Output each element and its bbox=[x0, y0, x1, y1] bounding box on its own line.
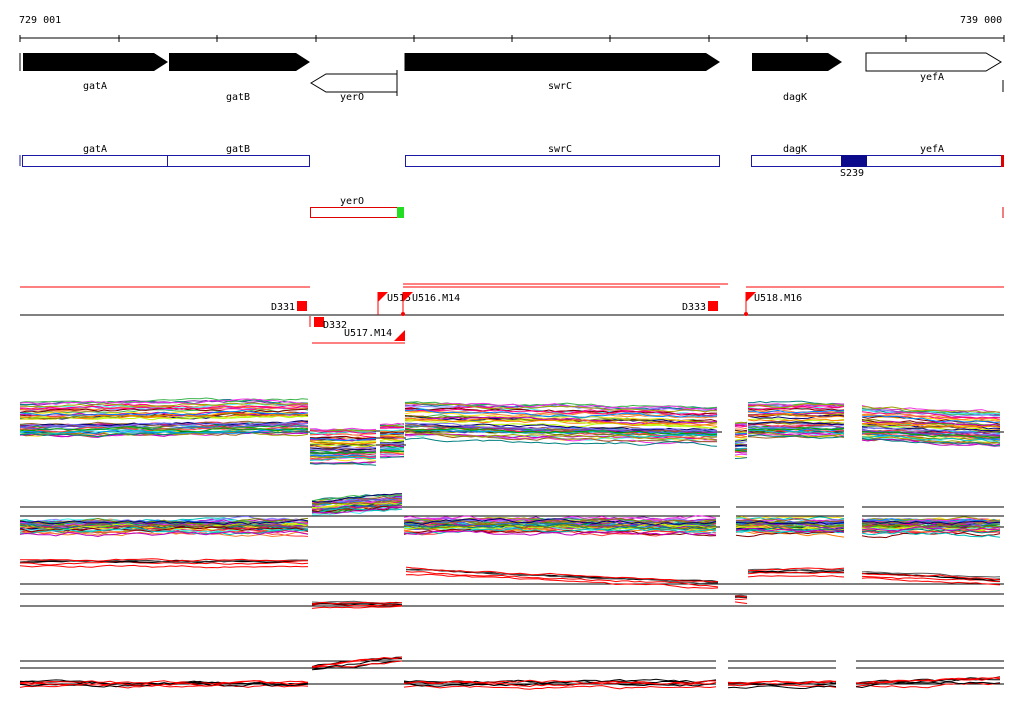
expression-track-1 bbox=[19, 397, 1004, 466]
annotation-label: gatB bbox=[226, 144, 250, 155]
minus-annotation-track: yerO bbox=[310, 196, 1004, 218]
gene-dagK[interactable]: dagK bbox=[752, 53, 842, 103]
gene-label: dagK bbox=[783, 92, 807, 103]
gene-label: gatB bbox=[226, 92, 250, 103]
ruler-end-label: 739 000 bbox=[960, 15, 1002, 26]
ruler-ticks bbox=[19, 35, 1005, 42]
annotation-label: dagK bbox=[783, 144, 807, 155]
expression-track-3 bbox=[19, 558, 1004, 609]
gene-gatB[interactable]: gatB bbox=[169, 53, 310, 103]
annotation-gatA[interactable] bbox=[22, 155, 168, 167]
segment-label-U515: U515 bbox=[387, 293, 411, 304]
segment-label-D331: D331 bbox=[271, 302, 295, 313]
gene-gatA[interactable]: gatA bbox=[19, 53, 168, 92]
annotation-gatB[interactable] bbox=[167, 155, 310, 167]
gene-yerO[interactable]: yerO bbox=[310, 70, 398, 103]
annotation-swrC[interactable] bbox=[405, 155, 720, 167]
annotation-label: gatA bbox=[83, 144, 107, 155]
annotation-end-marker bbox=[1001, 155, 1004, 167]
ruler: 729 001 739 000 bbox=[19, 15, 1005, 42]
gene-label: gatA bbox=[83, 81, 107, 92]
segment-track: D331 D332 U517.M14 U515 U516.M14 D333 U5… bbox=[20, 283, 1004, 344]
ruler-start-label: 729 001 bbox=[19, 15, 61, 26]
segment-label-D333: D333 bbox=[682, 302, 706, 313]
expression-track-2 bbox=[19, 493, 1004, 539]
expression-track-4 bbox=[19, 656, 1004, 690]
gene-swrC[interactable]: swrC bbox=[404, 53, 720, 92]
expression-tracks bbox=[19, 397, 1004, 690]
site-label: S239 bbox=[840, 168, 864, 179]
annotation-green-marker bbox=[397, 207, 404, 218]
annotation-label: yerO bbox=[340, 196, 364, 207]
annotation-track: gatA gatB swrC dagK yefA S239 bbox=[19, 144, 1004, 179]
gene-yefA[interactable]: yefA bbox=[865, 52, 1004, 92]
gene-label: swrC bbox=[548, 81, 572, 92]
annotation-yerO[interactable] bbox=[310, 207, 398, 218]
annotation-label: swrC bbox=[548, 144, 572, 155]
site-S239-box[interactable] bbox=[841, 155, 867, 167]
annotation-dagK-yefA[interactable] bbox=[751, 155, 1002, 167]
segment-label-U518: U518.M16 bbox=[754, 293, 802, 304]
annotation-label: yefA bbox=[920, 144, 944, 155]
segment-label-U517: U517.M14 bbox=[344, 328, 392, 339]
gene-label: yefA bbox=[920, 72, 944, 83]
gene-track: gatA gatB yerO swrC dagK yefA bbox=[19, 52, 1004, 103]
segment-label-D332: D332 bbox=[323, 320, 347, 331]
segment-label-U516: U516.M14 bbox=[412, 293, 460, 304]
gene-label: yerO bbox=[340, 92, 364, 103]
